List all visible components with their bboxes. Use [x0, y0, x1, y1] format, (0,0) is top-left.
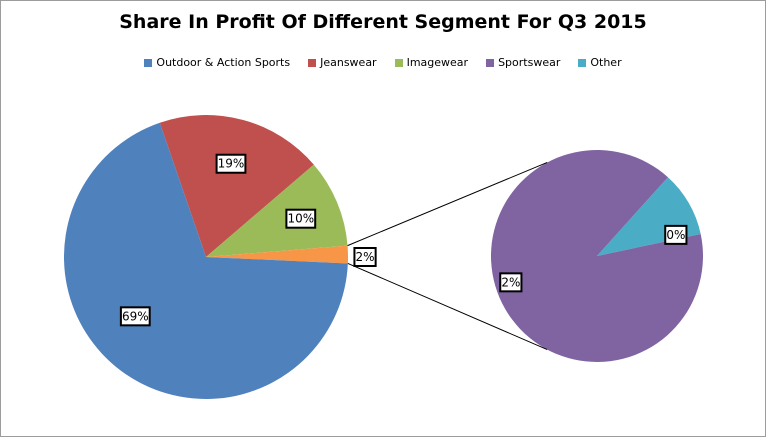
legend-swatch-other [578, 58, 587, 67]
secondary-data-label-sportswear: 2% [501, 275, 520, 289]
secondary-data-label-other: 0% [666, 228, 685, 242]
legend-swatch-outdoor [144, 58, 153, 67]
main-slice-imagewear [206, 164, 348, 257]
legend-swatch-imagewear [394, 58, 403, 67]
main-data-label-imagewear: 10% [287, 212, 314, 226]
main-data-label-outdoor-action-sports: 69% [122, 309, 149, 323]
legend-label-jeanswear: Jeanswear [320, 56, 377, 69]
connector-line-bottom [347, 262, 548, 351]
legend-item-other: Other [578, 56, 622, 69]
main-data-label-other-box [353, 247, 377, 267]
main-data-label-jeanswear: 19% [218, 157, 245, 171]
connector-line-top [347, 161, 548, 247]
main-slice-other [206, 245, 349, 264]
chart-title: Share In Profit Of Different Segment For… [119, 11, 647, 33]
main-data-label-imagewear-box [285, 208, 317, 229]
main-slice-outdoor-action-sports [63, 122, 348, 399]
legend-label-sportswear: Sportswear [498, 56, 561, 69]
legend-item-sportswear: Sportswear [486, 56, 560, 69]
main-slice-jeanswear [159, 114, 314, 257]
legend: Outdoor & Action Sports Jeanswear Imagew… [1, 56, 765, 69]
legend-label-imagewear: Imagewear [406, 56, 469, 69]
secondary-data-label-other-box [664, 224, 688, 245]
legend-swatch-sportswear [486, 58, 495, 67]
main-data-label-jeanswear-box [215, 153, 247, 174]
legend-label-other: Other [590, 56, 622, 69]
legend-item-imagewear: Imagewear [394, 56, 469, 69]
main-data-label-outdoor-action-sports-box [119, 306, 151, 327]
legend-swatch-jeanswear [308, 58, 317, 67]
legend-item-outdoor: Outdoor & Action Sports [144, 56, 290, 69]
secondary-data-label-sportswear-box [499, 272, 523, 293]
main-data-label-other: 2% [356, 250, 375, 264]
legend-label-outdoor: Outdoor & Action Sports [156, 56, 291, 69]
secondary-slice-sportswear [490, 149, 703, 362]
legend-item-jeanswear: Jeanswear [308, 56, 377, 69]
